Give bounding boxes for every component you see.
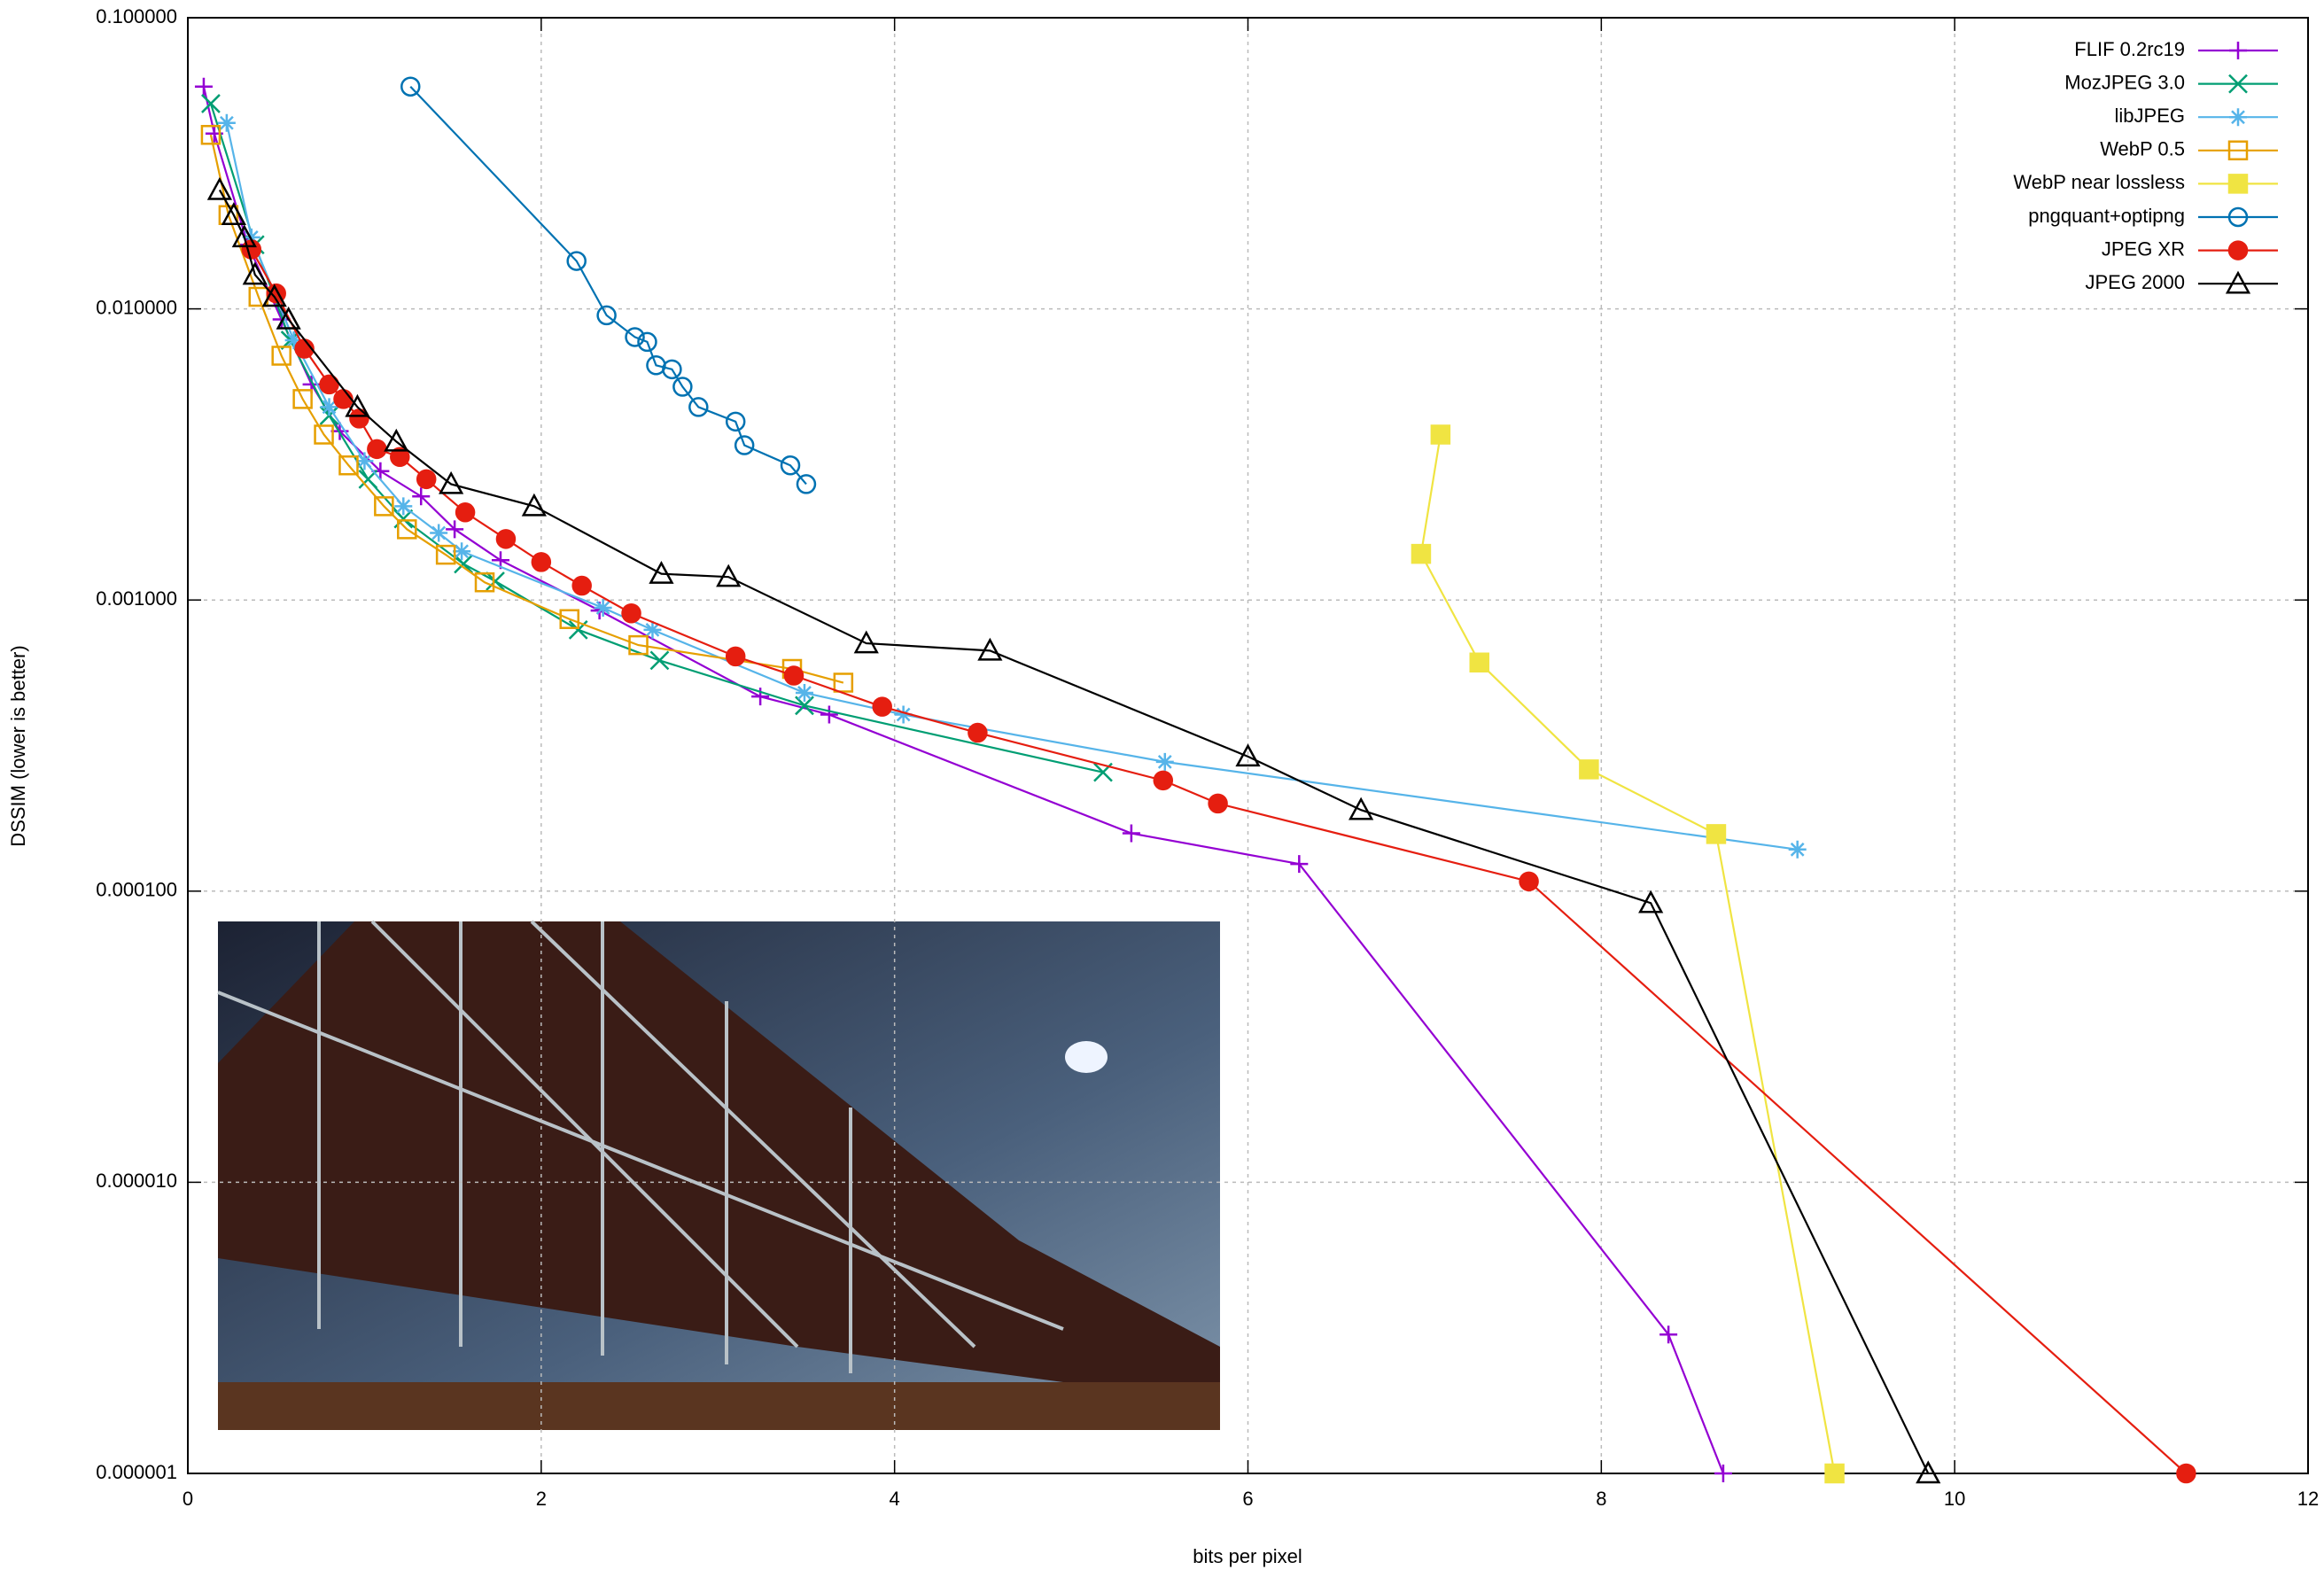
- legend-label: WebP near lossless: [2013, 171, 2185, 193]
- marker: [968, 724, 986, 742]
- legend-label: JPEG 2000: [2085, 271, 2185, 293]
- series: [202, 126, 852, 691]
- x-tick-label: 0: [183, 1488, 193, 1510]
- marker: [195, 78, 213, 96]
- x-tick-label: 8: [1596, 1488, 1606, 1510]
- y-tick-label: 0.000010: [96, 1170, 177, 1192]
- marker: [394, 497, 412, 515]
- marker: [1123, 825, 1140, 843]
- series: [401, 78, 815, 494]
- x-tick-label: 12: [2297, 1488, 2319, 1510]
- marker: [2229, 42, 2247, 59]
- marker: [202, 95, 220, 113]
- marker: [456, 503, 474, 521]
- chart: bits per pixel DSSIM (lower is better) 0…: [0, 0, 2324, 1570]
- y-tick-label: 0.001000: [96, 587, 177, 610]
- marker: [1432, 425, 1450, 443]
- y-axis-label: DSSIM (lower is better): [7, 645, 29, 846]
- photo-moon: [1065, 1041, 1108, 1073]
- series-line: [211, 104, 1103, 773]
- series: [1412, 425, 1844, 1482]
- series: [202, 95, 1112, 781]
- marker: [2229, 242, 2247, 260]
- marker: [1659, 1325, 1677, 1343]
- page: bits per pixel DSSIM (lower is better) 0…: [0, 0, 2324, 1570]
- y-tick-label: 0.100000: [96, 5, 177, 27]
- marker: [1580, 760, 1597, 778]
- marker: [727, 648, 744, 665]
- marker: [785, 667, 803, 685]
- series-line: [1421, 434, 1835, 1473]
- y-tick-label: 0.010000: [96, 296, 177, 318]
- legend-label: FLIF 0.2rc19: [2074, 38, 2185, 60]
- marker: [1714, 1465, 1732, 1482]
- marker: [430, 524, 447, 541]
- y-tick-label: 0.000100: [96, 879, 177, 901]
- marker: [1707, 825, 1725, 843]
- marker: [1789, 841, 1807, 859]
- marker: [820, 706, 838, 724]
- marker: [573, 577, 591, 595]
- marker: [334, 390, 352, 408]
- inset-photo: [218, 921, 1220, 1430]
- marker: [1154, 772, 1172, 789]
- marker: [417, 470, 435, 488]
- x-tick-label: 2: [536, 1488, 547, 1510]
- marker: [874, 698, 891, 716]
- legend-label: pngquant+optipng: [2028, 205, 2185, 227]
- marker: [1520, 873, 1538, 890]
- marker: [2229, 175, 2247, 192]
- marker: [532, 553, 550, 571]
- legend-label: WebP 0.5: [2100, 138, 2185, 160]
- x-tick-label: 10: [1944, 1488, 1965, 1510]
- marker: [209, 179, 230, 198]
- legend: FLIF 0.2rc19 MozJPEG 3.0 libJPEG WebP 0.5 We…: [2013, 38, 2278, 293]
- marker: [1412, 545, 1430, 563]
- series-line: [410, 87, 806, 485]
- y-tick-label: 0.000001: [96, 1461, 177, 1483]
- marker: [1156, 753, 1174, 771]
- photo-shore: [218, 1382, 1220, 1430]
- marker: [1209, 795, 1227, 812]
- marker: [1471, 654, 1488, 672]
- x-axis-label: bits per pixel: [1193, 1545, 1302, 1567]
- marker: [1290, 855, 1308, 873]
- legend-label: JPEG XR: [2102, 237, 2185, 260]
- marker: [623, 604, 641, 622]
- marker: [650, 651, 668, 669]
- x-tick-label: 4: [890, 1488, 900, 1510]
- marker: [1826, 1465, 1844, 1482]
- marker: [2177, 1465, 2195, 1482]
- marker: [368, 440, 385, 458]
- x-tick-label: 6: [1242, 1488, 1253, 1510]
- marker: [497, 530, 515, 548]
- legend-label: libJPEG: [2115, 105, 2185, 127]
- legend-label: MozJPEG 3.0: [2064, 71, 2185, 93]
- marker: [796, 684, 813, 702]
- marker: [2229, 108, 2247, 126]
